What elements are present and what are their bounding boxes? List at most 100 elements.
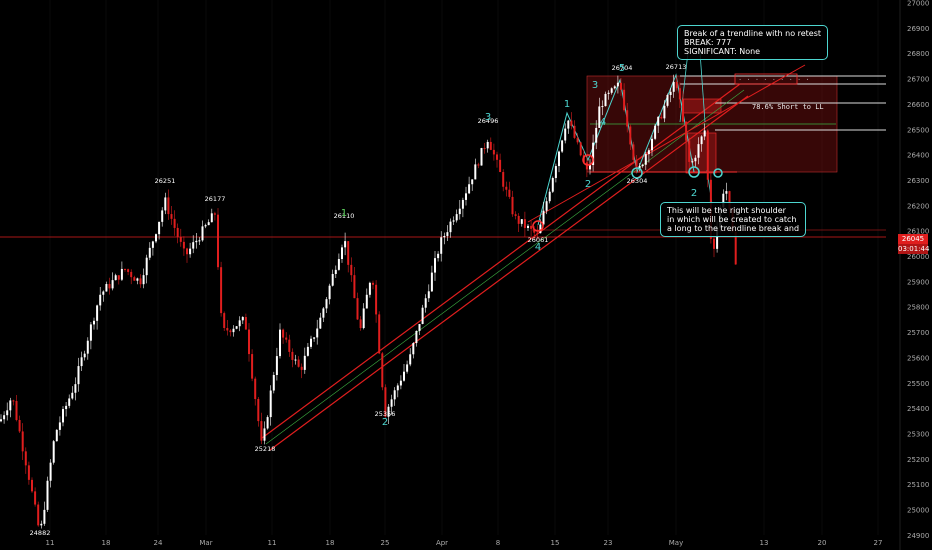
y-ticks: 24900 25000 25100 25200 25300 25400 25500 25600… <box>907 0 929 540</box>
pivot-labels: 24882 25218 25356 26251 26177 26110 26496 26061… <box>30 63 687 537</box>
candle-body <box>672 81 675 92</box>
candle-body <box>96 305 99 321</box>
wave-label: 2 <box>382 417 388 428</box>
candle-body <box>46 480 49 510</box>
candle-body <box>598 106 601 128</box>
candle-body <box>604 93 607 107</box>
candle-body <box>282 329 285 338</box>
candle-body <box>654 125 657 139</box>
candle-body <box>666 94 669 106</box>
current-price-badge: 26045 <box>898 234 928 244</box>
candle-body <box>310 338 312 347</box>
candle-body <box>486 141 489 149</box>
candle-body <box>80 357 83 367</box>
candle-body <box>68 398 71 406</box>
candle-body <box>725 191 728 194</box>
candle-body <box>93 320 95 325</box>
trendlines <box>261 51 806 451</box>
y-tick-label: 26800 <box>907 50 929 58</box>
candle-body <box>151 241 154 248</box>
candle-body <box>706 130 709 180</box>
candle-body <box>195 240 198 243</box>
y-tick-label: 25600 <box>907 354 929 362</box>
y-tick-label: 25200 <box>907 456 929 464</box>
markers <box>532 154 723 232</box>
candle-body <box>496 154 498 160</box>
candle-body <box>83 353 86 358</box>
candle-body <box>492 149 495 155</box>
candle-body <box>694 157 697 162</box>
wave-label: 4 <box>600 117 606 128</box>
candle-body <box>328 285 331 300</box>
y-tick-label: 26900 <box>907 25 929 33</box>
candle-body <box>623 89 626 111</box>
candle-body <box>353 275 356 299</box>
grid <box>49 0 879 535</box>
candle-body <box>136 278 139 281</box>
candle-body <box>722 193 725 208</box>
candle-body <box>337 259 340 270</box>
candle-body <box>108 284 111 289</box>
candle-body <box>663 105 666 119</box>
candle-body <box>279 329 281 357</box>
candle-body <box>189 248 192 255</box>
candle-body <box>362 308 365 329</box>
candle-body <box>148 247 151 258</box>
candle-body <box>297 359 300 367</box>
candle-body <box>455 214 458 221</box>
candle-body <box>728 191 731 210</box>
candle-body <box>378 314 381 354</box>
candle-body <box>641 164 644 167</box>
candle-body <box>217 214 219 268</box>
y-tick-label: 25400 <box>907 405 929 413</box>
candle-body <box>37 504 40 526</box>
candle-body <box>170 214 173 219</box>
x-tick-label: 15 <box>551 539 560 547</box>
trendline <box>269 95 749 451</box>
pivot-label: 26110 <box>334 212 355 220</box>
candle-body <box>734 231 737 265</box>
candle-body <box>449 221 452 233</box>
candle-body <box>58 422 61 430</box>
candle-body <box>300 366 303 370</box>
candle-body <box>461 199 464 209</box>
pivot-marker <box>631 167 643 179</box>
candle-body <box>49 462 52 481</box>
candle-body <box>592 142 595 166</box>
candle-body <box>303 355 306 370</box>
candle-body <box>657 116 660 126</box>
candle-body <box>409 354 412 365</box>
candle-body <box>691 161 694 163</box>
candle-body <box>52 441 55 463</box>
y-tick-label: 25700 <box>907 329 929 337</box>
candle-body <box>220 267 223 314</box>
trendline <box>261 83 741 439</box>
candle-body <box>477 164 480 166</box>
candle-body <box>716 227 719 249</box>
wave-label: 5 <box>619 63 625 74</box>
candle-body <box>223 313 226 328</box>
right-shoulder-note: This will be the right shoulder in which… <box>660 202 807 237</box>
candle-body <box>412 343 415 355</box>
candle-body <box>443 235 446 238</box>
x-tick-label: Apr <box>436 539 448 547</box>
candle-body <box>387 406 390 417</box>
y-tick-label: 26700 <box>907 76 929 84</box>
x-tick-label: 11 <box>46 539 55 547</box>
pivot-label: 26177 <box>205 195 226 203</box>
candle-body <box>127 269 130 272</box>
candle-body <box>130 271 133 278</box>
candle-body <box>632 144 635 160</box>
candle-body <box>700 136 703 145</box>
candle-body <box>421 307 424 324</box>
candle-body <box>542 210 545 225</box>
y-tick-label: 26600 <box>907 101 929 109</box>
candle-body <box>558 151 560 167</box>
level-tag-text: · · · · · · · · · <box>738 76 810 84</box>
candle-body <box>508 189 511 197</box>
candle-body <box>545 201 548 211</box>
candle-body <box>235 326 238 329</box>
candle-body <box>114 275 117 281</box>
x-tick-label: 25 <box>381 539 390 547</box>
